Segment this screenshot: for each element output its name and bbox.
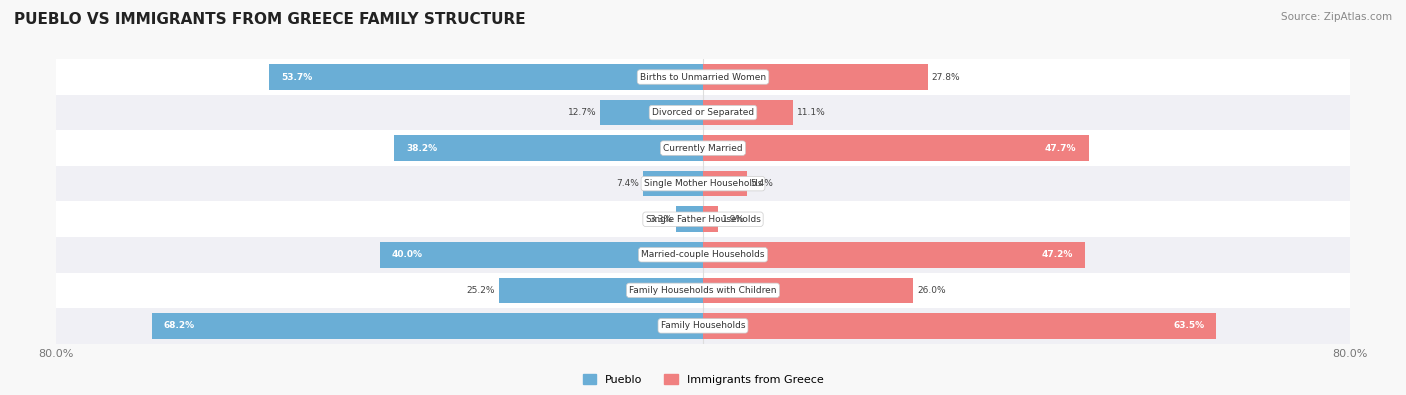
Text: 63.5%: 63.5% xyxy=(1173,322,1204,330)
Text: 12.7%: 12.7% xyxy=(568,108,596,117)
Text: Single Mother Households: Single Mother Households xyxy=(644,179,762,188)
Bar xyxy=(600,100,703,125)
Text: 5.4%: 5.4% xyxy=(751,179,773,188)
Bar xyxy=(703,278,914,303)
Bar xyxy=(152,313,703,339)
Bar xyxy=(394,135,703,161)
Bar xyxy=(703,171,747,196)
Text: 26.0%: 26.0% xyxy=(917,286,946,295)
Text: 25.2%: 25.2% xyxy=(467,286,495,295)
Bar xyxy=(643,171,703,196)
Text: 7.4%: 7.4% xyxy=(616,179,640,188)
Bar xyxy=(676,207,703,232)
Bar xyxy=(703,242,1084,267)
Text: 53.7%: 53.7% xyxy=(281,73,312,81)
Bar xyxy=(499,278,703,303)
Bar xyxy=(703,64,928,90)
Text: Single Father Households: Single Father Households xyxy=(645,215,761,224)
Text: Married-couple Households: Married-couple Households xyxy=(641,250,765,259)
Text: 68.2%: 68.2% xyxy=(163,322,195,330)
Bar xyxy=(703,207,718,232)
Bar xyxy=(56,308,1350,344)
Bar xyxy=(703,313,1216,339)
Text: 38.2%: 38.2% xyxy=(406,144,437,152)
Text: 47.7%: 47.7% xyxy=(1045,144,1077,152)
Text: Births to Unmarried Women: Births to Unmarried Women xyxy=(640,73,766,81)
Text: 3.3%: 3.3% xyxy=(650,215,672,224)
Bar xyxy=(703,135,1088,161)
Bar xyxy=(56,130,1350,166)
Legend: Pueblo, Immigrants from Greece: Pueblo, Immigrants from Greece xyxy=(578,370,828,389)
Text: Currently Married: Currently Married xyxy=(664,144,742,152)
Bar xyxy=(56,273,1350,308)
Text: Family Households with Children: Family Households with Children xyxy=(630,286,776,295)
Text: 1.9%: 1.9% xyxy=(723,215,745,224)
Text: Divorced or Separated: Divorced or Separated xyxy=(652,108,754,117)
Bar xyxy=(56,95,1350,130)
Bar xyxy=(56,59,1350,95)
Bar xyxy=(56,166,1350,201)
Text: 11.1%: 11.1% xyxy=(797,108,825,117)
Text: 27.8%: 27.8% xyxy=(932,73,960,81)
Bar xyxy=(56,201,1350,237)
Bar xyxy=(269,64,703,90)
Bar xyxy=(703,100,793,125)
Text: 40.0%: 40.0% xyxy=(392,250,423,259)
Bar xyxy=(56,237,1350,273)
Text: PUEBLO VS IMMIGRANTS FROM GREECE FAMILY STRUCTURE: PUEBLO VS IMMIGRANTS FROM GREECE FAMILY … xyxy=(14,12,526,27)
Text: Family Households: Family Households xyxy=(661,322,745,330)
Text: 47.2%: 47.2% xyxy=(1040,250,1073,259)
Bar xyxy=(380,242,703,267)
Text: Source: ZipAtlas.com: Source: ZipAtlas.com xyxy=(1281,12,1392,22)
